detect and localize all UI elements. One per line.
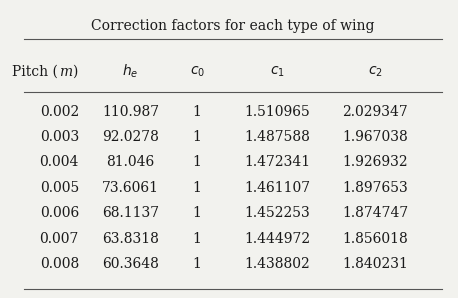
Text: 1.840231: 1.840231 [342, 257, 408, 271]
Text: Correction factors for each type of wing: Correction factors for each type of wing [91, 19, 375, 33]
Text: 60.3648: 60.3648 [102, 257, 159, 271]
Text: 2.029347: 2.029347 [342, 105, 408, 119]
Text: 1: 1 [193, 156, 202, 170]
Text: ): ) [72, 64, 77, 78]
Text: 0.002: 0.002 [40, 105, 79, 119]
Text: 1: 1 [193, 181, 202, 195]
Text: 1.452253: 1.452253 [245, 206, 310, 220]
Text: 92.0278: 92.0278 [102, 130, 159, 144]
Text: 1: 1 [193, 206, 202, 220]
Text: 1.967038: 1.967038 [342, 130, 408, 144]
Text: 1.461107: 1.461107 [244, 181, 311, 195]
Text: 0.003: 0.003 [40, 130, 79, 144]
Text: 1.472341: 1.472341 [244, 156, 311, 170]
Text: 68.1137: 68.1137 [102, 206, 159, 220]
Text: 1.510965: 1.510965 [245, 105, 310, 119]
Text: 0.007: 0.007 [39, 232, 79, 246]
Text: 1.874747: 1.874747 [342, 206, 408, 220]
Text: 1: 1 [193, 257, 202, 271]
Text: 1.856018: 1.856018 [342, 232, 408, 246]
Text: Pitch (: Pitch ( [12, 64, 58, 78]
Text: 0.006: 0.006 [40, 206, 79, 220]
Text: 73.6061: 73.6061 [102, 181, 159, 195]
Text: $c_2$: $c_2$ [368, 64, 382, 79]
Text: 0.005: 0.005 [40, 181, 79, 195]
Text: 81.046: 81.046 [106, 156, 154, 170]
Text: 0.004: 0.004 [39, 156, 79, 170]
Text: 1.487588: 1.487588 [244, 130, 310, 144]
Text: 63.8318: 63.8318 [102, 232, 159, 246]
Text: 1.926932: 1.926932 [342, 156, 408, 170]
Text: 1.438802: 1.438802 [245, 257, 310, 271]
Text: 1: 1 [193, 105, 202, 119]
Text: 1.897653: 1.897653 [342, 181, 408, 195]
Text: 1: 1 [193, 130, 202, 144]
Text: m: m [59, 64, 72, 78]
Text: $c_1$: $c_1$ [270, 64, 285, 79]
Text: 110.987: 110.987 [102, 105, 159, 119]
Text: 0.008: 0.008 [40, 257, 79, 271]
Text: 1: 1 [193, 232, 202, 246]
Text: $c_0$: $c_0$ [190, 64, 205, 79]
Text: 1.444972: 1.444972 [244, 232, 311, 246]
Text: $h_e$: $h_e$ [122, 63, 139, 80]
